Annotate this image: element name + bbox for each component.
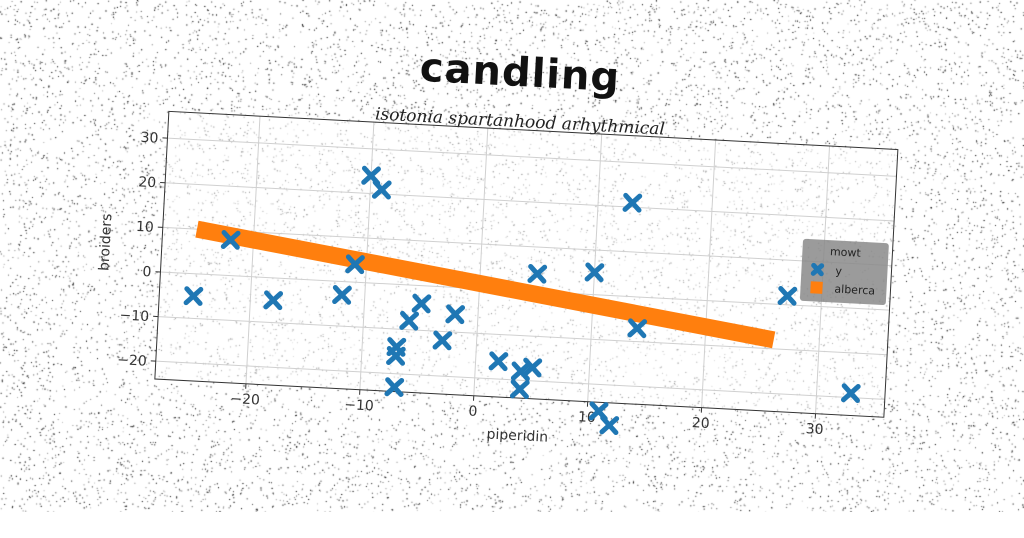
x-tick-label: 0	[468, 403, 478, 419]
x-tick-label: 20	[691, 415, 710, 432]
x-tick-label: −10	[344, 397, 374, 415]
legend-label-y: y	[835, 264, 843, 277]
y-tick-label: 0	[142, 264, 152, 280]
x-tick-label: −20	[230, 391, 260, 409]
legend-marker-alberca	[810, 281, 823, 294]
y-tick-label: 20	[138, 174, 157, 191]
y-tick-label: −20	[117, 352, 147, 370]
legend-label-alberca: alberca	[834, 282, 875, 297]
legend-marker-y	[813, 265, 821, 273]
legend-title: mowt	[830, 245, 862, 260]
y-tick-label: 30	[140, 130, 159, 147]
y-tick-label: −10	[119, 308, 149, 326]
y-axis-label: broiders	[96, 213, 115, 271]
x-tick-label: 30	[805, 421, 824, 438]
y-tick-label: 10	[136, 219, 155, 236]
x-axis-label: piperidin	[486, 426, 548, 445]
data-point-y	[602, 418, 617, 433]
